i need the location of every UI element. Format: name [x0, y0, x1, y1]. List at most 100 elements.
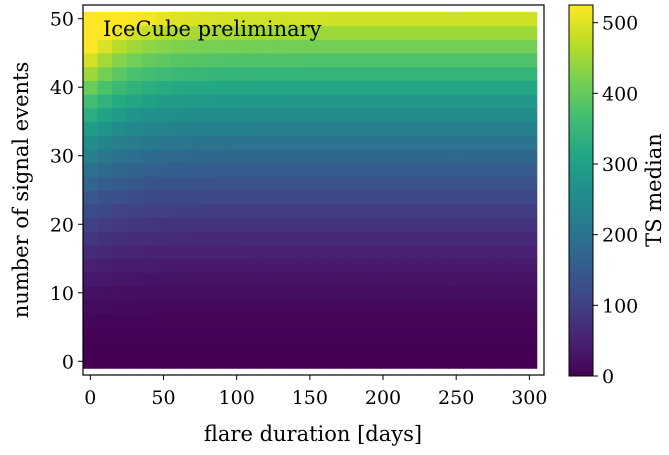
heatmap-cell	[331, 217, 348, 232]
heatmap-cell	[419, 94, 435, 109]
heatmap-cell	[83, 94, 99, 109]
heatmap-cell	[200, 203, 216, 219]
heatmap-cell	[375, 11, 391, 27]
heatmap-cell	[375, 162, 391, 177]
heatmap-cell	[463, 217, 479, 232]
heatmap-cell	[390, 272, 406, 287]
heatmap-cell	[214, 327, 230, 342]
heatmap-cell	[229, 135, 245, 150]
heatmap-cell	[170, 176, 187, 191]
heatmap-cell	[346, 299, 362, 314]
heatmap-cell	[331, 258, 348, 273]
heatmap-cell	[156, 121, 172, 136]
heatmap-cell	[522, 80, 538, 95]
heatmap-cell	[287, 272, 304, 287]
heatmap-cell	[229, 162, 245, 177]
heatmap-cell	[302, 231, 318, 246]
heatmap-cell	[229, 313, 245, 328]
heatmap-cell	[302, 258, 318, 273]
heatmap-cell	[448, 121, 465, 136]
heatmap-cell	[331, 39, 348, 54]
heatmap-cell	[302, 272, 318, 287]
heatmap-cell	[463, 327, 479, 342]
heatmap-cell	[361, 52, 377, 68]
heatmap-cell	[126, 135, 143, 150]
heatmap-cell	[331, 80, 348, 95]
heatmap-cell	[97, 148, 113, 164]
heatmap-cell	[287, 313, 304, 328]
heatmap-cell	[331, 121, 348, 136]
heatmap-cell	[126, 121, 143, 136]
heatmap-cell	[243, 25, 260, 40]
heatmap-cell	[390, 148, 406, 164]
heatmap-cell	[273, 272, 289, 287]
heatmap-cell	[243, 11, 260, 27]
heatmap-cell	[287, 327, 304, 342]
heatmap-cell	[112, 176, 128, 191]
heatmap-cell	[419, 135, 435, 150]
heatmap-cell	[463, 121, 479, 136]
heatmap-cell	[126, 217, 143, 232]
heatmap-cell	[287, 176, 304, 191]
heatmap-cell	[492, 176, 509, 191]
heatmap-cell	[273, 340, 289, 356]
heatmap-cell	[302, 52, 318, 68]
heatmap-cell	[185, 66, 201, 81]
heatmap-cell	[492, 148, 509, 164]
heatmap-cell	[404, 258, 421, 273]
heatmap-cell	[141, 52, 157, 68]
heatmap-cell	[302, 66, 318, 81]
heatmap-cell	[434, 148, 450, 164]
heatmap-cell	[112, 190, 128, 205]
heatmap-cell	[346, 272, 362, 287]
heatmap-cell	[302, 299, 318, 314]
heatmap-cell	[375, 176, 391, 191]
heatmap-cell	[492, 354, 509, 369]
heatmap-cell	[331, 190, 348, 205]
heatmap-cell	[243, 313, 260, 328]
heatmap-cell	[448, 327, 465, 342]
heatmap-cell	[522, 190, 538, 205]
heatmap-cell	[97, 52, 113, 68]
heatmap-cell	[463, 148, 479, 164]
heatmap-cell	[507, 176, 523, 191]
heatmap-cell	[126, 327, 143, 342]
heatmap-cell	[156, 190, 172, 205]
heatmap-cell	[243, 148, 260, 164]
heatmap-cells	[83, 11, 538, 369]
heatmap-cell	[346, 258, 362, 273]
heatmap-cell	[170, 162, 187, 177]
heatmap-cell	[331, 66, 348, 81]
heatmap-cell	[375, 258, 391, 273]
heatmap-cell	[243, 135, 260, 150]
heatmap-cell	[317, 94, 333, 109]
heatmap-cell	[390, 94, 406, 109]
heatmap-cell	[478, 176, 494, 191]
heatmap-cell	[434, 52, 450, 68]
heatmap-cell	[419, 299, 435, 314]
heatmap-cell	[492, 313, 509, 328]
heatmap-cell	[112, 80, 128, 95]
heatmap-cell	[419, 244, 435, 260]
heatmap-cell	[185, 80, 201, 95]
heatmap-cell	[112, 11, 128, 27]
heatmap-cell	[478, 135, 494, 150]
heatmap-cell	[258, 148, 274, 164]
heatmap-cell	[463, 258, 479, 273]
heatmap-cell	[522, 121, 538, 136]
heatmap-cell	[434, 327, 450, 342]
heatmap-cell	[287, 231, 304, 246]
heatmap-cell	[419, 11, 435, 27]
heatmap-cell	[375, 354, 391, 369]
heatmap-cell	[448, 162, 465, 177]
heatmap-cell	[419, 107, 435, 123]
heatmap-cell	[375, 203, 391, 219]
heatmap-cell	[404, 11, 421, 27]
heatmap-cell	[287, 135, 304, 150]
heatmap-cell	[507, 107, 523, 123]
heatmap-cell	[214, 11, 230, 27]
heatmap-cell	[126, 25, 143, 40]
heatmap-cell	[317, 121, 333, 136]
heatmap-cell	[404, 135, 421, 150]
x-tick-label: 100	[219, 387, 255, 409]
